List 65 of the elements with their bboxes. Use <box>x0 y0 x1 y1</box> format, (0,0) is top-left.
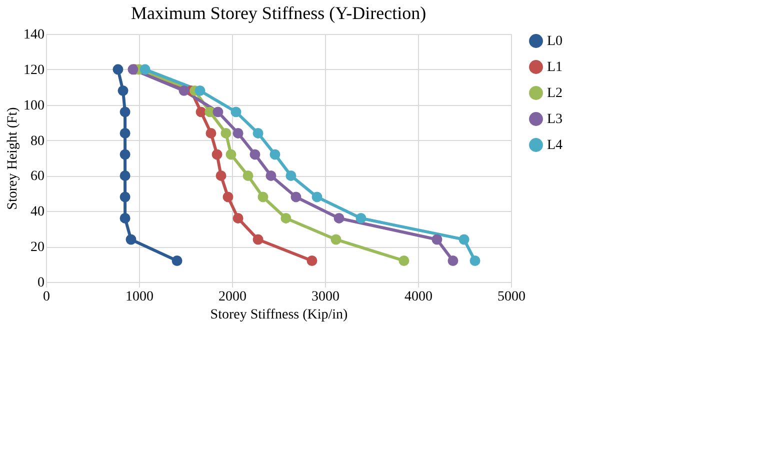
point <box>334 212 344 224</box>
point <box>120 170 130 181</box>
point <box>398 256 410 266</box>
point <box>330 234 342 245</box>
point <box>222 192 234 202</box>
legend-label: L2 <box>547 86 563 101</box>
x-tick-label: 4000 <box>404 290 432 304</box>
point <box>266 170 276 181</box>
point <box>120 128 130 138</box>
point <box>226 149 236 160</box>
point <box>120 149 130 160</box>
point <box>126 234 136 245</box>
point <box>232 212 244 224</box>
y-axis-title: Storey Height (Ft) <box>6 106 20 210</box>
point <box>232 128 244 138</box>
point <box>120 212 130 224</box>
point <box>140 64 150 75</box>
y-tick-label: 60 <box>30 169 44 184</box>
point <box>242 170 254 181</box>
y-tick-label: 0 <box>38 276 44 290</box>
point <box>194 85 206 96</box>
x-axis-title: Storey Stiffness (Kip/in) <box>210 308 348 322</box>
x-tick-label: 1000 <box>126 290 154 304</box>
x-tick-label: 5000 <box>498 290 526 304</box>
point <box>250 149 260 160</box>
point <box>448 256 458 266</box>
x-tick-label: 2000 <box>218 290 246 304</box>
y-tick-label: 140 <box>24 28 44 42</box>
point <box>112 64 124 75</box>
point <box>220 128 232 138</box>
point <box>212 149 222 160</box>
y-tick-label: 40 <box>30 204 44 220</box>
point <box>432 234 442 245</box>
legend-label: L1 <box>547 60 563 75</box>
point <box>306 256 318 266</box>
legend-label: L0 <box>547 34 563 49</box>
point <box>356 212 366 224</box>
point <box>458 234 470 245</box>
point <box>196 106 206 118</box>
point <box>206 128 216 138</box>
point <box>216 170 226 181</box>
y-tick-label: 100 <box>24 98 44 114</box>
x-tick-label: 3000 <box>312 290 340 304</box>
point <box>178 85 190 96</box>
point <box>286 170 296 181</box>
point <box>290 192 302 202</box>
legend-label: L3 <box>547 112 563 127</box>
point <box>258 192 268 202</box>
point <box>230 106 242 118</box>
y-tick-label: 20 <box>30 240 44 256</box>
y-tick-label: 80 <box>30 134 44 149</box>
point <box>172 256 182 266</box>
y-tick-label: 120 <box>24 62 44 78</box>
chart-title: Maximum Storey Stiffness (Y-Direction) <box>130 3 426 23</box>
point <box>312 192 322 202</box>
point <box>120 106 130 118</box>
point <box>470 256 480 266</box>
point <box>118 85 128 96</box>
point <box>252 128 264 138</box>
point <box>270 149 280 160</box>
point <box>280 212 292 224</box>
point <box>252 234 264 245</box>
legend-label: L4 <box>547 138 563 153</box>
point <box>212 106 224 118</box>
point <box>120 192 130 202</box>
